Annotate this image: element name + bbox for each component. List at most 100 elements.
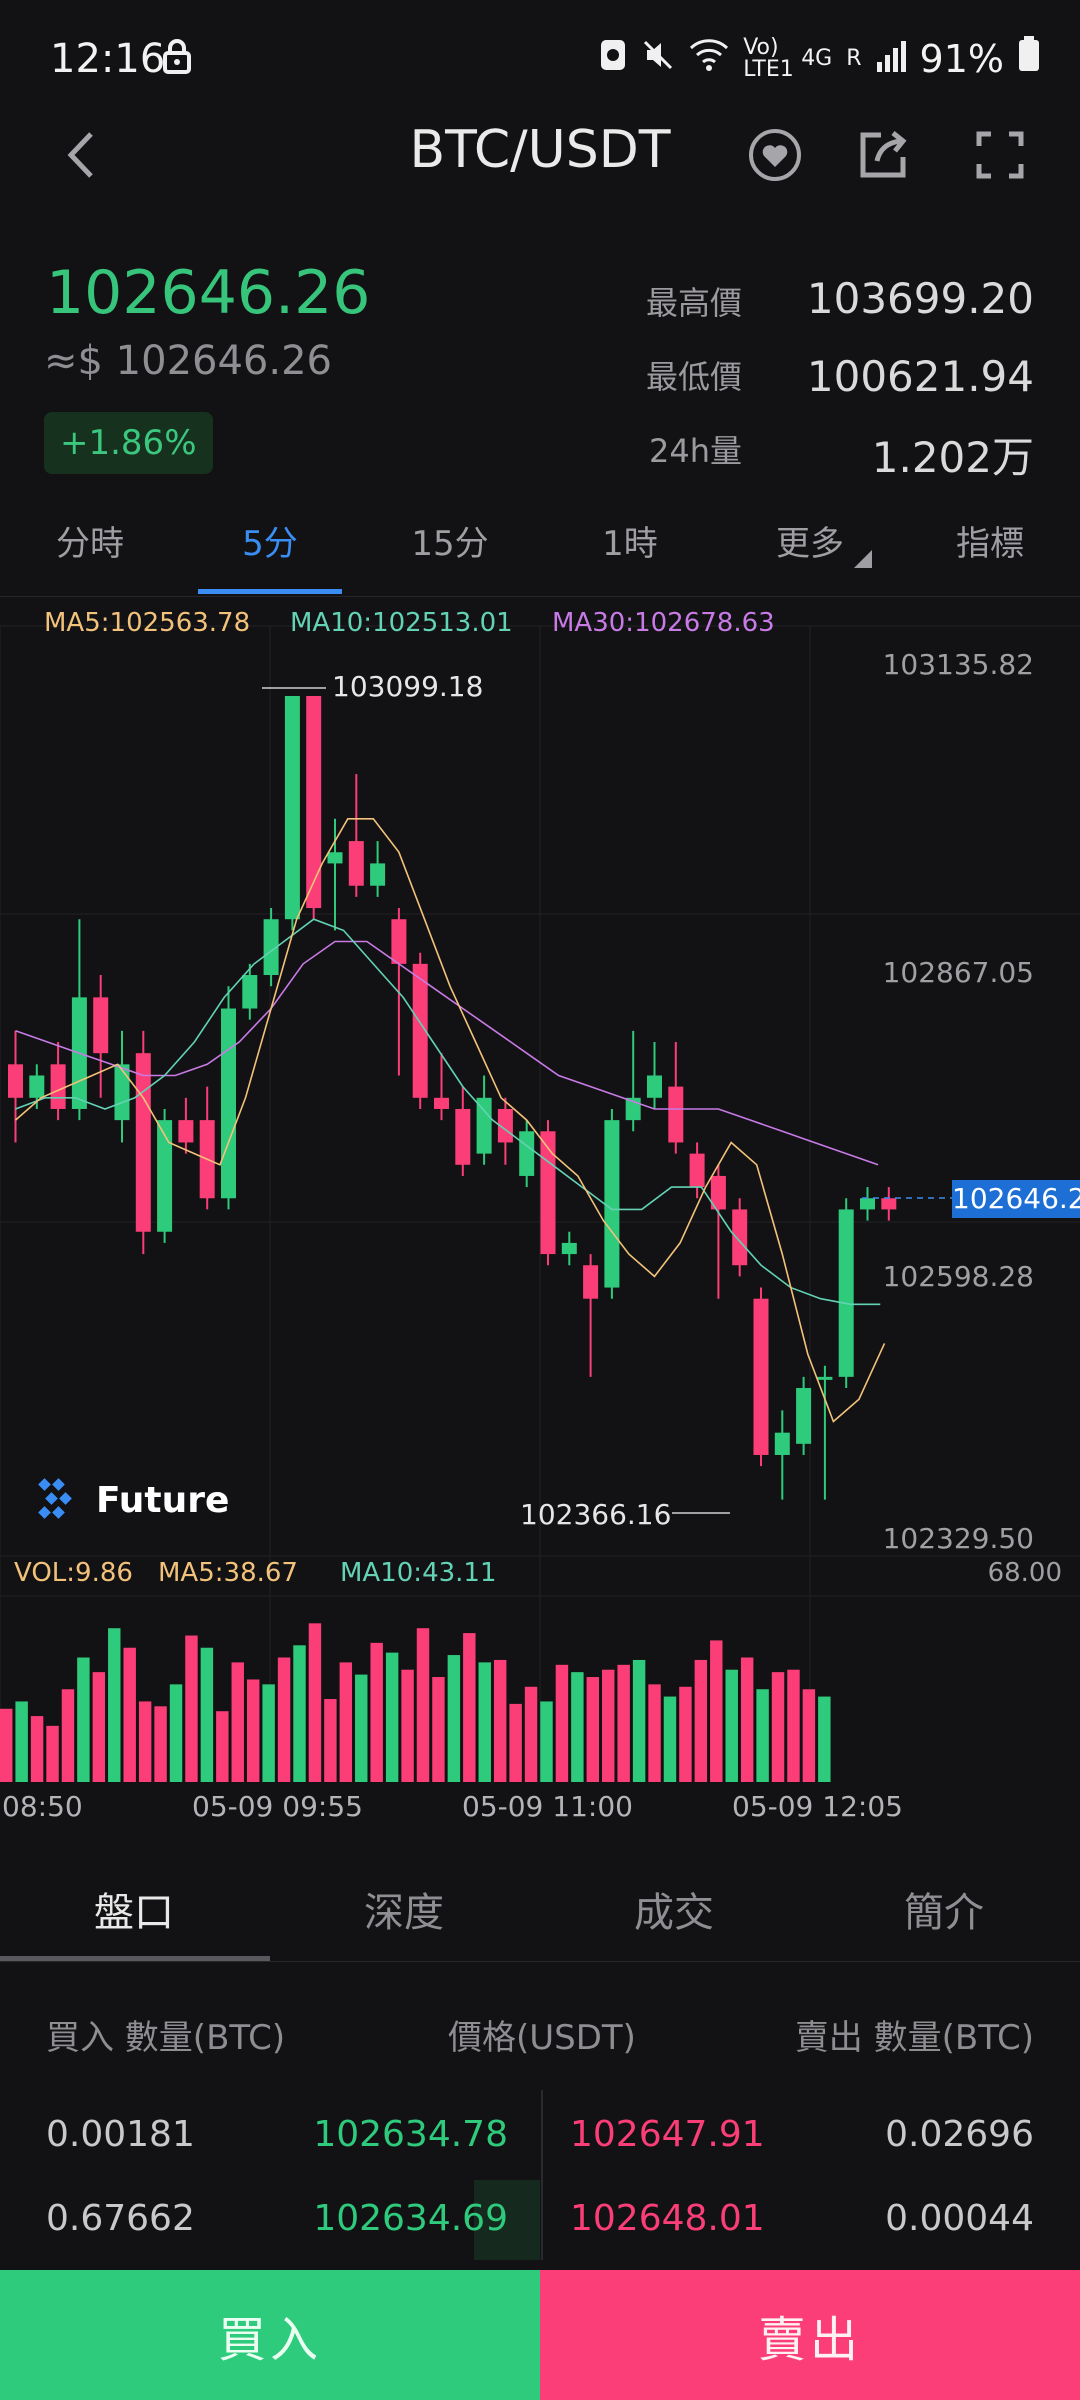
tab-5min[interactable]: 5分 bbox=[242, 524, 298, 564]
candle-body bbox=[157, 1120, 173, 1232]
price-header: 價格(USDT) bbox=[448, 2018, 636, 2058]
app-notification-icon bbox=[599, 37, 627, 81]
volume-bar bbox=[108, 1628, 121, 1782]
pair-title: BTC/USDT bbox=[409, 120, 671, 180]
volume-bar bbox=[277, 1657, 291, 1782]
volume-bar bbox=[555, 1664, 569, 1782]
ma30-line bbox=[15, 940, 879, 1166]
sell-button[interactable]: 賣出 bbox=[540, 2270, 1080, 2400]
tab-15min[interactable]: 15分 bbox=[411, 524, 489, 564]
volume-bar bbox=[46, 1725, 59, 1782]
volume-bar bbox=[586, 1677, 600, 1782]
volume-bar bbox=[308, 1623, 322, 1782]
low-price-marker: 102366.16 bbox=[520, 1498, 672, 1531]
change-badge: +1.86% bbox=[44, 412, 213, 474]
high-price-marker: 103099.18 bbox=[332, 670, 484, 703]
volume-bar bbox=[92, 1672, 106, 1782]
tab-order-book[interactable]: 盤口 bbox=[94, 1890, 174, 1936]
candle-body bbox=[242, 975, 258, 1009]
buy-button[interactable]: 買入 bbox=[0, 2270, 540, 2400]
candle-body bbox=[838, 1209, 854, 1377]
candle-body bbox=[221, 1008, 236, 1199]
volume-bar bbox=[0, 1708, 13, 1782]
ma10-line bbox=[15, 918, 881, 1306]
high-label: 最高價 bbox=[645, 284, 742, 322]
time-axis-label: 08:50 bbox=[2, 1790, 83, 1823]
tab-depth[interactable]: 深度 bbox=[364, 1890, 444, 1936]
candle-body bbox=[263, 919, 279, 976]
favorite-button[interactable] bbox=[740, 120, 810, 190]
ma5-line bbox=[14, 818, 886, 1423]
volume-bar bbox=[663, 1696, 677, 1782]
last-price: 102646.26 bbox=[46, 258, 371, 328]
candle-body bbox=[647, 1075, 662, 1098]
volume-bar bbox=[416, 1628, 430, 1782]
low-value: 100621.94 bbox=[806, 352, 1034, 401]
status-time: 12:16 bbox=[50, 36, 166, 82]
status-icons: Vo) LTE1 4G R 91% bbox=[599, 36, 1040, 81]
volume-bar bbox=[802, 1689, 816, 1782]
tab-more[interactable]: 更多 bbox=[720, 516, 900, 568]
price-axis-label: 102867.05 bbox=[882, 956, 1034, 989]
tab-trades[interactable]: 成交 bbox=[634, 1890, 714, 1936]
volume-bar bbox=[355, 1674, 368, 1782]
share-button[interactable] bbox=[848, 120, 918, 190]
bid-qty: 0.00181 bbox=[46, 2114, 195, 2155]
ma30-label: MA30:102678.63 bbox=[552, 608, 775, 638]
volume-bar bbox=[740, 1657, 754, 1782]
candle-body bbox=[497, 1108, 513, 1143]
candle-body bbox=[455, 1108, 471, 1165]
candle-body bbox=[50, 1064, 66, 1109]
battery-icon bbox=[1018, 36, 1040, 81]
tab-indicators[interactable]: 指標 bbox=[956, 524, 1024, 564]
candlestick-chart[interactable] bbox=[0, 596, 1080, 1786]
bid-price: 102634.78 bbox=[313, 2114, 508, 2155]
volume-bar bbox=[246, 1679, 260, 1782]
wifi-icon bbox=[689, 37, 729, 81]
usd-price: ≈$ 102646.26 bbox=[44, 338, 332, 384]
volume-bar bbox=[694, 1659, 708, 1782]
low-label: 最低價 bbox=[645, 358, 742, 396]
mute-icon bbox=[641, 37, 675, 81]
price-axis-label: 102598.28 bbox=[882, 1260, 1034, 1293]
volume-bar bbox=[540, 1701, 553, 1782]
tab-intro[interactable]: 簡介 bbox=[904, 1890, 984, 1936]
volume-bar bbox=[324, 1699, 337, 1782]
fullscreen-icon bbox=[976, 131, 1024, 179]
candle-body bbox=[348, 841, 364, 886]
ask-header: 賣出 數量(BTC) bbox=[794, 2018, 1034, 2058]
volume-bar bbox=[617, 1664, 630, 1782]
candle-body bbox=[668, 1086, 684, 1143]
tab-more-label: 更多 bbox=[776, 524, 844, 564]
volume-bar bbox=[648, 1684, 661, 1782]
bid-header: 買入 數量(BTC) bbox=[46, 2018, 286, 2058]
vol-ma5-label: MA5:38.67 bbox=[158, 1558, 298, 1588]
volume-bar bbox=[447, 1655, 461, 1782]
bid-depth-bar bbox=[474, 2180, 540, 2260]
fullscreen-button[interactable] bbox=[965, 120, 1035, 190]
time-axis-label: 05-09 09:55 bbox=[192, 1790, 363, 1823]
volume-bar bbox=[756, 1689, 769, 1782]
future-logo-text: Future bbox=[96, 1479, 230, 1521]
candle-body bbox=[327, 852, 343, 864]
bid-qty: 0.67662 bbox=[46, 2198, 195, 2239]
time-axis-label: 05-09 12:05 bbox=[732, 1790, 903, 1823]
volume-bar bbox=[339, 1662, 353, 1782]
back-button[interactable] bbox=[46, 120, 116, 190]
tabs-divider bbox=[0, 596, 1080, 597]
corner-triangle-icon bbox=[854, 550, 872, 568]
battery-percent: 91% bbox=[919, 36, 1004, 81]
volume-bar bbox=[432, 1677, 445, 1782]
candle-body bbox=[476, 1097, 492, 1154]
order-book-divider bbox=[0, 1961, 1080, 1962]
bid-price: 102634.69 bbox=[313, 2198, 508, 2239]
future-logo-icon bbox=[38, 1478, 72, 1519]
volume-bar bbox=[771, 1672, 785, 1782]
tab-1hour[interactable]: 1時 bbox=[602, 524, 658, 564]
tab-timeshare[interactable]: 分時 bbox=[56, 524, 124, 564]
network-4g-label: 4G bbox=[801, 45, 833, 71]
volume-bar bbox=[138, 1701, 152, 1782]
candle-body bbox=[434, 1097, 449, 1109]
volume-bar bbox=[632, 1659, 646, 1782]
volume-bar bbox=[463, 1633, 476, 1782]
